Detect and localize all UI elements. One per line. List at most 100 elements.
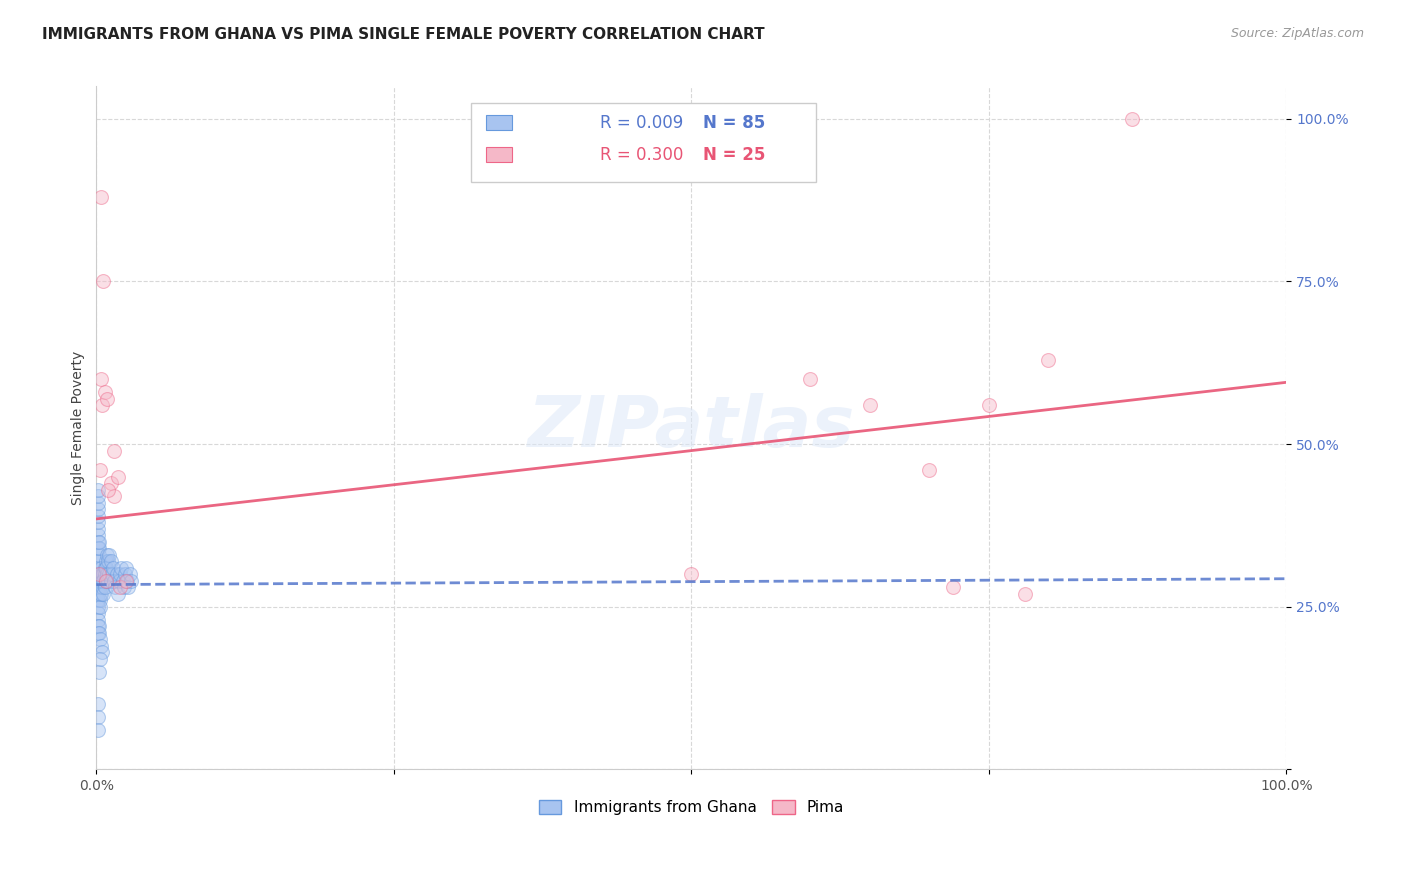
- Point: [94, 554, 117, 568]
- Point: [111, 574, 134, 588]
- Point: [86, 619, 108, 633]
- Point: [103, 443, 125, 458]
- Point: [94, 574, 117, 588]
- Point: [97, 574, 120, 588]
- Point: [115, 574, 138, 588]
- Point: [96, 567, 118, 582]
- Point: [94, 560, 117, 574]
- Point: [91, 398, 114, 412]
- Text: N = 25: N = 25: [703, 145, 766, 163]
- Point: [1038, 352, 1060, 367]
- Point: [86, 567, 108, 582]
- Point: [98, 567, 121, 582]
- Point: [86, 710, 108, 724]
- Point: [1014, 587, 1036, 601]
- Point: [799, 372, 821, 386]
- Point: [96, 548, 118, 562]
- Point: [86, 613, 108, 627]
- Text: R = 0.300: R = 0.300: [600, 145, 683, 163]
- Point: [96, 392, 118, 406]
- Point: [1121, 112, 1143, 126]
- Text: R = 0.009: R = 0.009: [600, 113, 683, 131]
- Point: [89, 599, 111, 614]
- Point: [90, 587, 112, 601]
- Point: [93, 580, 115, 594]
- Point: [108, 567, 131, 582]
- Point: [87, 554, 110, 568]
- Point: [104, 580, 127, 594]
- Point: [942, 580, 965, 594]
- Point: [86, 625, 108, 640]
- Point: [93, 587, 115, 601]
- Point: [87, 560, 110, 574]
- FancyBboxPatch shape: [485, 147, 512, 162]
- Point: [93, 275, 115, 289]
- Point: [86, 698, 108, 712]
- Point: [97, 554, 120, 568]
- Point: [91, 567, 114, 582]
- Point: [93, 385, 115, 400]
- Point: [101, 567, 124, 582]
- Point: [90, 639, 112, 653]
- Point: [117, 574, 139, 588]
- Point: [101, 560, 124, 574]
- Point: [86, 534, 108, 549]
- Point: [107, 469, 129, 483]
- Point: [86, 508, 108, 523]
- Point: [86, 599, 108, 614]
- Point: [107, 587, 129, 601]
- Point: [87, 619, 110, 633]
- Legend: Immigrants from Ghana, Pima: Immigrants from Ghana, Pima: [531, 793, 852, 823]
- Point: [86, 489, 108, 503]
- Point: [86, 483, 108, 497]
- Point: [91, 645, 114, 659]
- Point: [93, 574, 115, 588]
- Point: [118, 567, 141, 582]
- Point: [86, 522, 108, 536]
- Point: [117, 580, 139, 594]
- Point: [108, 580, 131, 594]
- Point: [89, 587, 111, 601]
- Point: [114, 567, 136, 582]
- Point: [103, 574, 125, 588]
- FancyBboxPatch shape: [471, 103, 817, 182]
- Point: [87, 567, 110, 582]
- Point: [112, 580, 135, 594]
- Point: [87, 574, 110, 588]
- Point: [87, 665, 110, 679]
- Point: [90, 567, 112, 582]
- Point: [86, 580, 108, 594]
- Point: [977, 398, 1000, 412]
- Point: [89, 580, 111, 594]
- Point: [87, 580, 110, 594]
- FancyBboxPatch shape: [485, 115, 512, 130]
- Point: [87, 625, 110, 640]
- Point: [89, 593, 111, 607]
- Point: [86, 606, 108, 620]
- Point: [108, 574, 131, 588]
- Point: [97, 483, 120, 497]
- Point: [93, 560, 115, 574]
- Point: [94, 574, 117, 588]
- Point: [91, 580, 114, 594]
- Point: [120, 574, 142, 588]
- Point: [89, 632, 111, 647]
- Point: [859, 398, 882, 412]
- Text: ZIPatlas: ZIPatlas: [527, 393, 855, 462]
- Point: [87, 548, 110, 562]
- Point: [93, 567, 115, 582]
- Point: [86, 515, 108, 529]
- Text: IMMIGRANTS FROM GHANA VS PIMA SINGLE FEMALE POVERTY CORRELATION CHART: IMMIGRANTS FROM GHANA VS PIMA SINGLE FEM…: [42, 27, 765, 42]
- Point: [86, 554, 108, 568]
- Point: [89, 463, 111, 477]
- Point: [86, 723, 108, 738]
- Point: [89, 567, 111, 582]
- Point: [86, 528, 108, 542]
- Point: [110, 560, 132, 574]
- Point: [91, 574, 114, 588]
- Point: [93, 567, 115, 582]
- Point: [918, 463, 941, 477]
- Point: [90, 190, 112, 204]
- Point: [100, 476, 122, 491]
- Point: [100, 574, 122, 588]
